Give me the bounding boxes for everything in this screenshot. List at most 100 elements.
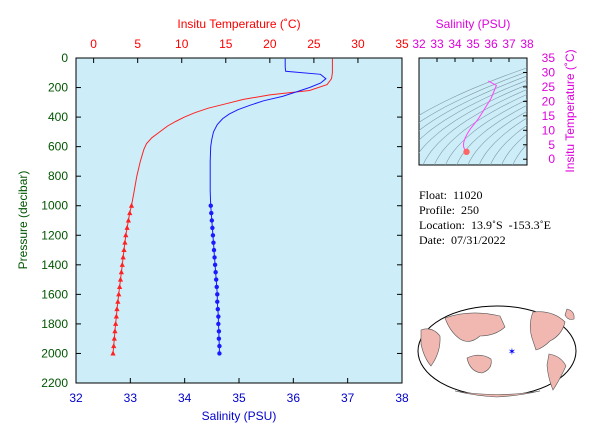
salinity-tick-label: 36 [287,391,301,405]
pressure-tick-label: 800 [48,169,68,183]
ts-salinity-tick-label: 34 [448,37,462,51]
pressure-tick-label: 600 [48,140,68,154]
ts-deep-cluster [463,148,470,156]
salinity-point [208,203,213,208]
density-contour [445,99,527,165]
ts-salinity-tick-label: 35 [466,37,480,51]
temperature-point [121,247,127,253]
density-contour [512,143,527,165]
salinity-point [216,314,221,319]
salinity-point [210,233,216,238]
salinity-point [215,292,220,297]
salinity-point [216,329,222,334]
density-contour [422,89,527,165]
pressure-tick-label: 400 [48,110,68,124]
temperature-tick-label: 35 [395,37,409,51]
land-australia [466,354,492,374]
salinity-point [210,225,215,231]
salinity-point [214,284,219,290]
salinity-point [216,336,222,341]
pressure-tick-label: 2200 [41,376,68,390]
density-contour [419,79,527,141]
temperature-point [122,239,128,245]
ts-temperature-tick-label: 20 [542,94,556,108]
pressure-tick-label: 1600 [41,287,68,301]
temperature-point [127,210,133,216]
land-antarctica [454,390,541,398]
temperature-point [112,328,118,334]
salinity-point [209,210,214,216]
pressure-tick-label: 2000 [41,346,68,360]
temperature-tick-label: 15 [219,37,233,51]
temperature-tick-label: 10 [175,37,189,51]
temperature-tick-label: 20 [263,37,277,51]
salinity-tick-label: 35 [232,391,246,405]
temperature-point [111,335,117,341]
salinity-point [213,270,218,275]
density-contour [490,124,527,165]
ts-temperature-tick-label: 5 [548,138,555,152]
density-contours [419,67,527,165]
float-location-marker: ✶ [508,347,516,358]
temperature-point [110,350,116,356]
salinity-tick-label: 38 [395,391,409,405]
density-contour [419,75,527,131]
ts-temperature-tick-label: 25 [542,80,556,94]
density-contour [419,84,527,154]
salinity-point [217,343,222,349]
temperature-point [117,283,123,289]
temperature-point [113,320,119,326]
pressure-axis-title: Pressure (decibar) [16,171,30,270]
temperature-tick-label: 0 [90,37,97,51]
temperature-point [119,261,125,267]
land-africa [420,328,441,367]
temperature-point [124,224,130,230]
ts-salinity-tick-label: 32 [412,37,426,51]
pressure-tick-label: 200 [48,81,68,95]
ts-temperature-tick-label: 15 [542,109,556,123]
density-contour [419,67,527,116]
salinity-markers [208,203,222,356]
salinity-tick-label: 34 [178,391,192,405]
salinity-tick-label: 37 [341,391,355,405]
salinity-point [211,240,216,245]
land-north-america [529,311,566,351]
temperature-point [114,306,120,312]
pressure-tick-label: 1000 [41,199,68,213]
main-profile-plot: 0 5 10 15 20 25 30 35 32 33 34 35 36 37 38 0 200 400 600 80… [16,17,409,423]
float-id: Float: 11020 [419,188,483,202]
temperature-point [118,269,124,275]
temperature-tick-label: 30 [351,37,365,51]
salinity-point [213,277,219,282]
pressure-tick-label: 1400 [41,258,68,272]
salinity-tick-label: 32 [69,391,83,405]
temperature-point [113,313,119,319]
ts-temperature-tick-label: 0 [548,152,555,166]
ts-salinity-tick-label: 37 [502,37,516,51]
salinity-axis-title: Salinity (PSU) [202,409,277,423]
land-south-america [546,353,567,391]
temperature-tick-label: 25 [307,37,321,51]
profile-number: Profile: 250 [419,203,479,217]
salinity-point [215,306,221,312]
ts-temperature-tick-label: 35 [542,51,556,65]
ts-temperature-tick-label: 30 [542,65,556,79]
main-plot-area [75,57,403,384]
salinity-tick-label: 33 [124,391,138,405]
density-contour [456,104,527,165]
ts-salinity-tick-label: 38 [520,37,534,51]
temperature-point [111,343,117,349]
map-land [420,308,575,398]
temperature-point [120,254,126,260]
temperature-point [116,291,122,297]
density-contour [419,71,527,123]
density-contour [478,117,527,165]
land-asia [444,312,506,342]
ts-temperature-tick-label: 10 [542,123,556,137]
salinity-point [215,299,220,304]
temperature-point [125,217,132,223]
world-map: ✶ [417,305,577,398]
